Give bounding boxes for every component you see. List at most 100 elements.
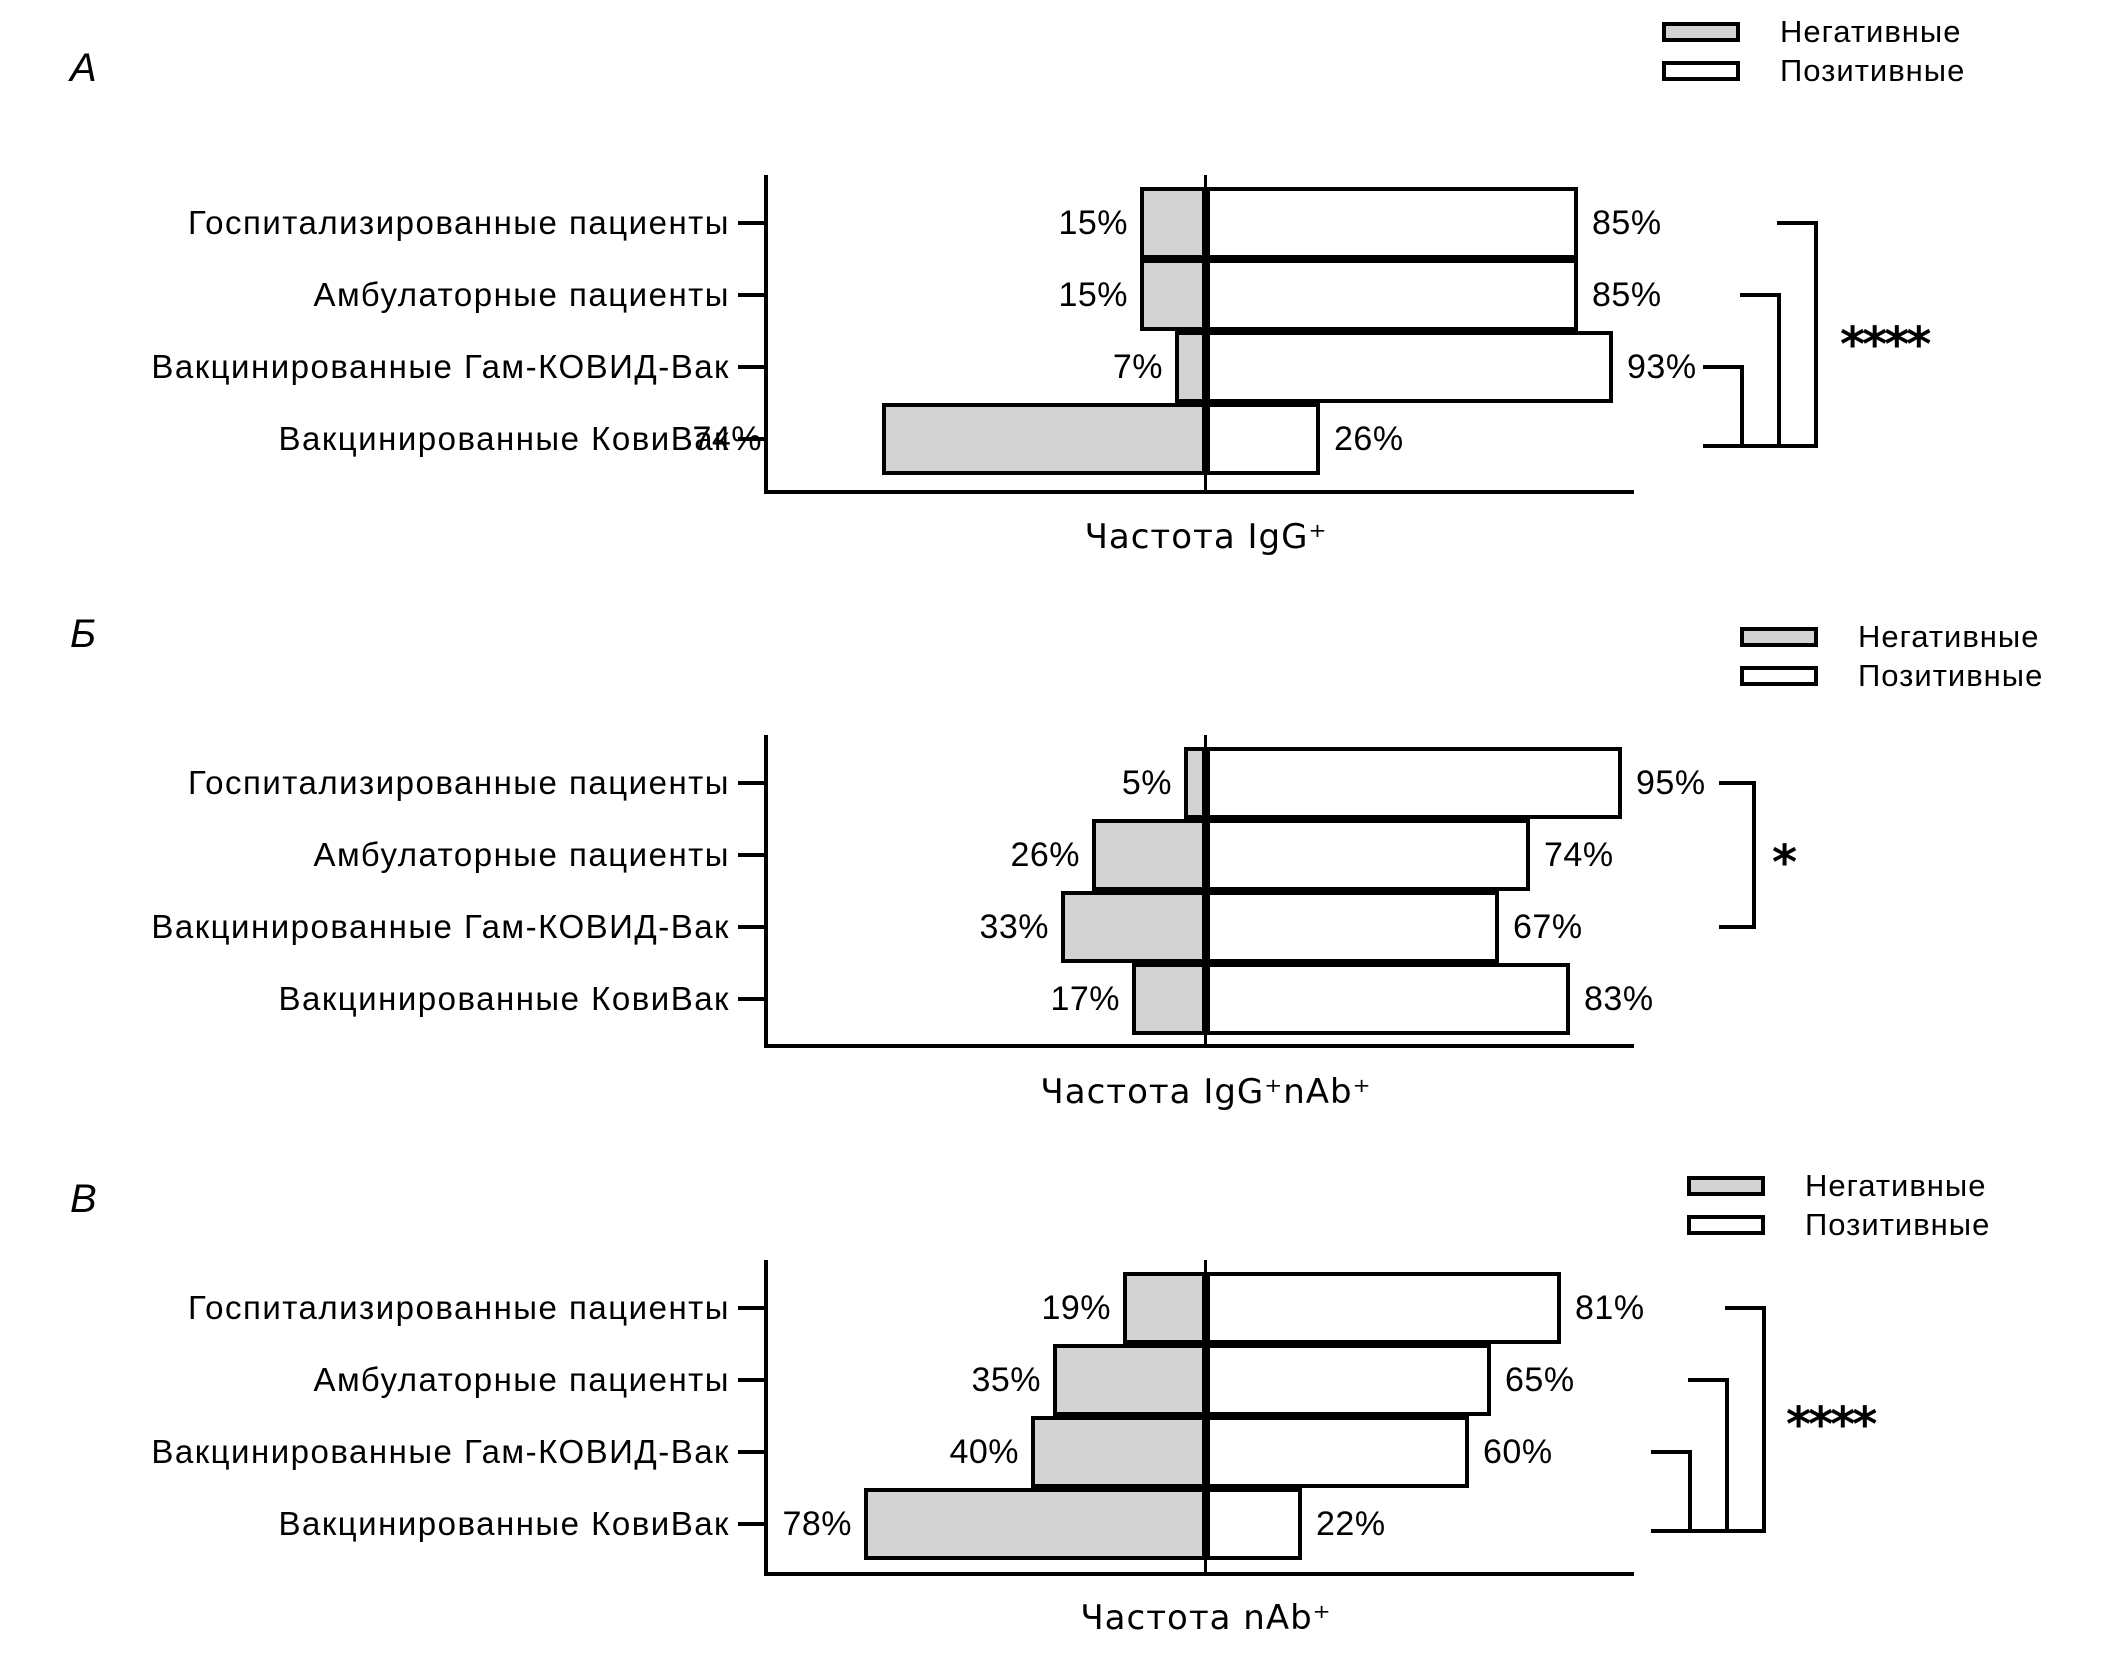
x-axis (764, 490, 1634, 494)
legend-swatch-negative (1662, 21, 1740, 42)
value-label-positive: 85% (1592, 203, 1662, 242)
significance-stars: **** (1786, 1397, 1877, 1453)
zero-line (1204, 175, 1207, 494)
bar-negative (882, 403, 1206, 475)
value-label-negative: 5% (1121, 763, 1172, 802)
legend-label-positive: Позитивные (1858, 657, 2044, 693)
legend-row-negative: Негативные (1740, 617, 2043, 656)
y-axis (764, 1260, 768, 1576)
category-label: Амбулаторные пациенты (313, 836, 730, 873)
legend-label-negative: Негативные (1858, 618, 2040, 654)
legend-row-positive: Позитивные (1740, 656, 2043, 695)
bar-positive (1206, 403, 1320, 475)
bar-negative (1031, 1416, 1206, 1488)
significance-bracket-tick (1719, 781, 1756, 785)
x-axis-title-b: Частота IgG⁺nAb⁺ (1040, 1072, 1372, 1112)
y-tick (738, 781, 764, 785)
legend-label-negative: Негативные (1780, 13, 1962, 49)
bar-negative (1053, 1344, 1206, 1416)
category-label: Вакцинированные КовиВак (278, 1505, 730, 1542)
value-label-positive: 85% (1592, 275, 1662, 314)
legend-swatch-positive (1740, 665, 1818, 686)
category-label: Госпитализированные пациенты (187, 204, 730, 241)
zero-line (1204, 735, 1207, 1048)
significance-stars: **** (1840, 317, 1931, 373)
value-label-positive: 26% (1334, 419, 1404, 458)
bar-negative (1092, 819, 1206, 891)
legend-label-positive: Позитивные (1780, 52, 1966, 88)
bar-positive (1206, 1344, 1491, 1416)
y-tick (738, 293, 764, 297)
y-tick (738, 437, 764, 441)
y-tick (738, 925, 764, 929)
significance-bracket-tick (1725, 1306, 1766, 1310)
value-label-negative: 15% (1058, 203, 1128, 242)
category-label: Госпитализированные пациенты (187, 764, 730, 801)
bar-negative (1140, 187, 1206, 259)
legend-swatch-positive (1662, 60, 1740, 81)
category-label: Амбулаторные пациенты (313, 276, 730, 313)
significance-bracket-vertical (1814, 221, 1818, 448)
x-axis (764, 1572, 1634, 1576)
y-tick (738, 853, 764, 857)
value-label-negative: 40% (949, 1432, 1019, 1471)
category-label: Вакцинированные Гам-КОВИД-Вак (151, 348, 730, 385)
value-label-negative: 78% (782, 1504, 852, 1543)
significance-bracket-vertical (1740, 365, 1744, 448)
panel-letter-a: А (70, 46, 97, 90)
y-tick (738, 365, 764, 369)
value-label-positive: 81% (1575, 1288, 1645, 1327)
significance-bracket-tick (1688, 1378, 1729, 1382)
y-tick (738, 1450, 764, 1454)
bar-negative (1123, 1272, 1206, 1344)
significance-bracket-bottom (1703, 444, 1818, 448)
bar-positive (1206, 819, 1530, 891)
value-label-positive: 83% (1584, 979, 1654, 1018)
significance-bracket-tick (1777, 221, 1818, 225)
y-tick (738, 1378, 764, 1382)
legend-panel-b: Негативные Позитивные (1740, 617, 2043, 695)
category-label: Госпитализированные пациенты (187, 1289, 730, 1326)
x-axis-title-v: Частота nAb⁺ (1080, 1598, 1332, 1638)
bar-positive (1206, 1416, 1469, 1488)
bar-negative (864, 1488, 1206, 1560)
legend-panel-a: Негативные Позитивные (1662, 12, 1965, 90)
value-label-positive: 74% (1544, 835, 1614, 874)
value-label-negative: 35% (971, 1360, 1041, 1399)
value-label-positive: 60% (1483, 1432, 1553, 1471)
legend-label-negative: Негативные (1805, 1167, 1987, 1203)
legend-row-negative: Негативные (1662, 12, 1965, 51)
category-label: Вакцинированные КовиВак (278, 420, 730, 457)
y-tick (738, 221, 764, 225)
significance-bracket-vertical (1688, 1450, 1692, 1533)
bar-positive (1206, 891, 1499, 963)
legend-row-positive: Позитивные (1662, 51, 1965, 90)
bar-negative (1184, 747, 1206, 819)
category-label: Вакцинированные КовиВак (278, 980, 730, 1017)
y-tick (738, 1522, 764, 1526)
y-axis (764, 735, 768, 1048)
value-label-positive: 93% (1627, 347, 1697, 386)
panel-letter-b: Б (70, 612, 97, 656)
bar-positive (1206, 747, 1622, 819)
value-label-negative: 33% (979, 907, 1049, 946)
bar-negative (1140, 259, 1206, 331)
legend-panel-v: Негативные Позитивные (1687, 1166, 1990, 1244)
value-label-negative: 7% (1112, 347, 1163, 386)
y-tick (738, 1306, 764, 1310)
category-label: Вакцинированные Гам-КОВИД-Вак (151, 1433, 730, 1470)
legend-swatch-negative (1740, 626, 1818, 647)
bar-negative (1132, 963, 1206, 1035)
significance-bracket-vertical (1725, 1378, 1729, 1533)
value-label-positive: 67% (1513, 907, 1583, 946)
legend-swatch-positive (1687, 1214, 1765, 1235)
value-label-positive: 22% (1316, 1504, 1386, 1543)
value-label-negative: 74% (692, 419, 762, 458)
legend-label-positive: Позитивные (1805, 1206, 1991, 1242)
bar-positive (1206, 1272, 1561, 1344)
legend-row-positive: Позитивные (1687, 1205, 1990, 1244)
significance-bracket-vertical (1752, 781, 1756, 929)
bar-negative (1061, 891, 1206, 963)
x-axis (764, 1044, 1634, 1048)
bar-positive (1206, 963, 1570, 1035)
